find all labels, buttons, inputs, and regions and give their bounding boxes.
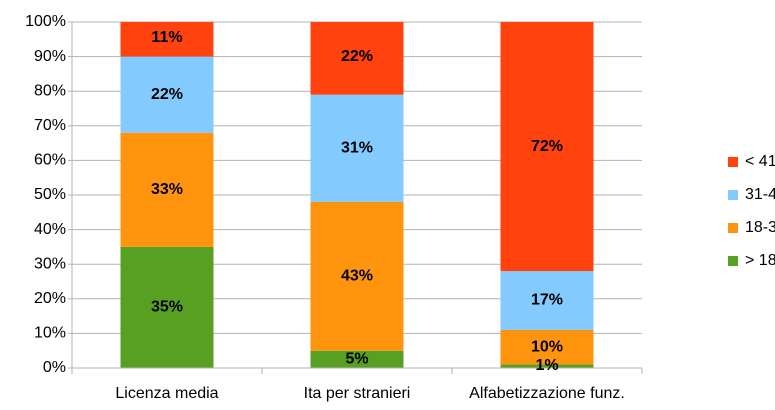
- legend-label: > 18 anni: [745, 252, 775, 269]
- y-tick-label: 30%: [34, 255, 66, 272]
- legend-swatch: [728, 223, 738, 233]
- data-label: 22%: [341, 48, 373, 65]
- bar-segment: [120, 132, 214, 247]
- data-label: 72%: [531, 138, 563, 155]
- bar-segment: [120, 246, 214, 368]
- data-label: 31%: [341, 140, 373, 157]
- bar-segment: [500, 22, 594, 272]
- data-label: 11%: [151, 29, 182, 46]
- legend-label: 31-40 anni: [745, 186, 775, 203]
- y-tick-label: 60%: [34, 152, 66, 169]
- bar-segment: [500, 271, 594, 330]
- bar-segment: [310, 22, 404, 95]
- y-tick-label: 20%: [34, 290, 66, 307]
- bar-segment: [310, 94, 404, 202]
- y-tick-label: 0%: [43, 359, 66, 376]
- data-label: 35%: [151, 299, 183, 316]
- y-tick-label: 10%: [34, 325, 66, 342]
- x-tick-label: Ita per stranieri: [304, 385, 411, 402]
- legend-swatch: [728, 190, 738, 200]
- bar-segment: [310, 350, 404, 368]
- bar-segment: [500, 364, 594, 368]
- legend-swatch: [728, 157, 738, 167]
- bar-segment: [310, 201, 404, 351]
- data-label: 43%: [341, 268, 373, 285]
- x-tick-label: Alfabetizzazione funz.: [469, 385, 625, 402]
- data-label: 10%: [531, 338, 563, 355]
- data-label: 22%: [151, 86, 183, 103]
- bars: [120, 22, 594, 368]
- data-label: 1%: [535, 357, 558, 374]
- y-tick-label: 40%: [34, 221, 66, 238]
- y-tick-label: 90%: [34, 48, 66, 65]
- bar-segment: [500, 329, 594, 365]
- x-tick-label: Licenza media: [115, 385, 218, 402]
- data-label: 5%: [345, 351, 368, 368]
- y-tick-label: 50%: [34, 186, 66, 203]
- y-tick-label: 70%: [34, 117, 66, 134]
- data-label: 33%: [151, 181, 183, 198]
- legend-swatch: [728, 256, 738, 266]
- bar-segment: [120, 56, 214, 133]
- legend-label: < 41 anni: [745, 153, 775, 170]
- bar-segment: [120, 22, 214, 57]
- foreground: 0% 10% 20% 30% 40% 50% 60% 70% 80% 90% 100% Licenza…: [25, 13, 775, 402]
- y-tick-label: 80%: [34, 82, 66, 99]
- data-label: 17%: [531, 292, 563, 309]
- y-tick-label: 100%: [25, 13, 66, 30]
- legend-label: 18-30 anni: [745, 219, 775, 236]
